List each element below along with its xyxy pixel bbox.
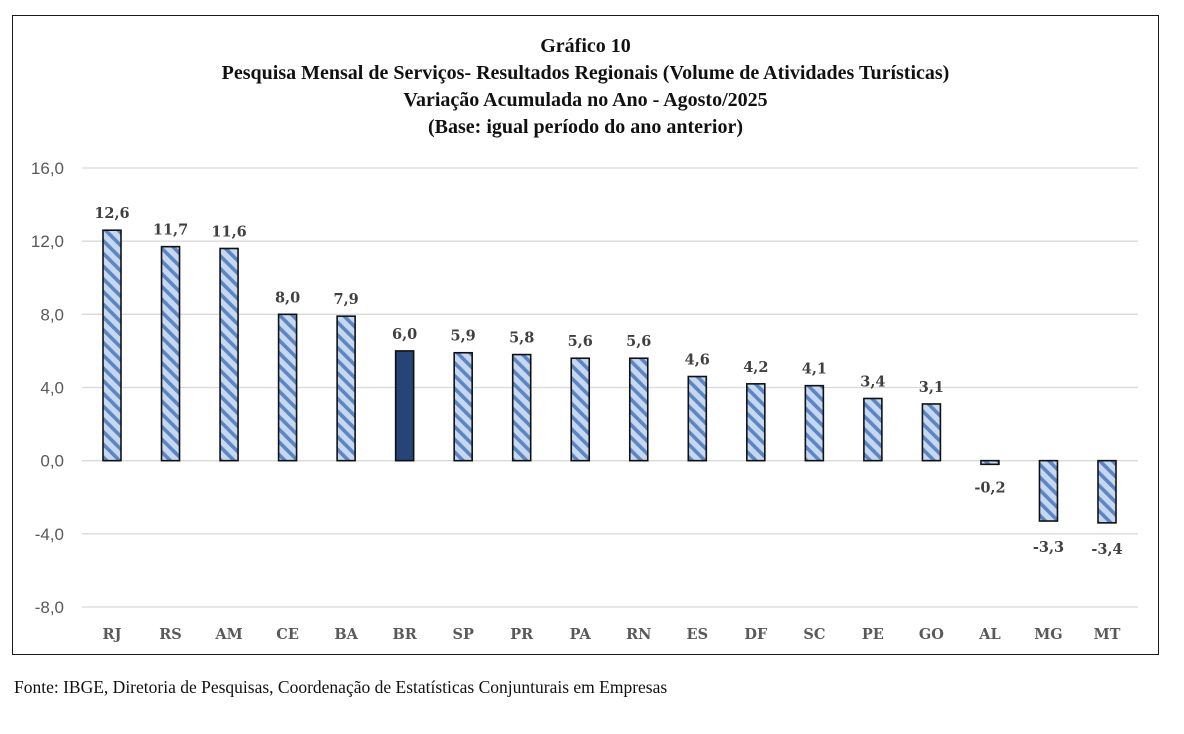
bar-pa bbox=[570, 357, 591, 462]
bar-al bbox=[980, 459, 1000, 466]
bar-es bbox=[687, 375, 708, 462]
value-label-mt: -3,4 bbox=[1091, 541, 1122, 558]
x-tick-label-mt: MT bbox=[1094, 626, 1121, 643]
value-label-sc: 4,1 bbox=[802, 361, 827, 378]
source-note: Fonte: IBGE, Diretoria de Pesquisas, Coo… bbox=[14, 677, 668, 697]
y-tick-label: 8,0 bbox=[40, 305, 64, 324]
chart-subtitle-1: Pesquisa Mensal de Serviços- Resultados … bbox=[221, 62, 950, 84]
chart-subtitle-3: (Base: igual período do ano anterior) bbox=[428, 116, 743, 138]
bar-br bbox=[394, 350, 415, 462]
bar-sc bbox=[804, 384, 825, 462]
bar-rj bbox=[102, 229, 122, 462]
chart-subtitle-2: Variação Acumulada no Ano - Agosto/2025 bbox=[403, 89, 768, 111]
x-tick-label-df: DF bbox=[744, 626, 768, 643]
bar-mg bbox=[1038, 459, 1059, 522]
x-tick-label-sp: SP bbox=[452, 626, 473, 643]
bar-rn bbox=[628, 357, 649, 462]
bar-rs bbox=[160, 245, 181, 462]
y-axis: 16,0 12,0 8,0 4,0 0,0 -4,0 -8,0 bbox=[31, 159, 64, 617]
x-axis: RJ RS AM CE BA BR SP PR PA RN ES DF SC PE GO AL MG MT bbox=[103, 626, 1121, 643]
value-label-br: 6,0 bbox=[392, 326, 417, 343]
chart-title-block: Gráfico 10 Pesquisa Mensal de Serviços- … bbox=[12, 33, 1159, 141]
value-label-es: 4,6 bbox=[685, 352, 710, 369]
value-label-mg: -3,3 bbox=[1033, 539, 1064, 556]
y-tick-label: 12,0 bbox=[31, 232, 64, 251]
x-tick-label-pr: PR bbox=[510, 626, 534, 643]
x-tick-label-ce: CE bbox=[276, 626, 299, 643]
x-tick-label-rn: RN bbox=[626, 626, 651, 643]
bar-go bbox=[921, 403, 942, 462]
x-tick-label-sc: SC bbox=[803, 626, 825, 643]
value-label-ce: 8,0 bbox=[275, 289, 300, 306]
value-label-ba: 7,9 bbox=[334, 291, 359, 308]
x-tick-label-mg: MG bbox=[1034, 626, 1062, 643]
x-tick-label-br: BR bbox=[392, 626, 417, 643]
value-label-al: -0,2 bbox=[974, 480, 1005, 497]
value-label-rn: 5,6 bbox=[626, 333, 651, 350]
x-tick-label-es: ES bbox=[687, 626, 709, 643]
bars bbox=[102, 229, 1117, 524]
x-tick-label-rj: RJ bbox=[103, 626, 122, 643]
x-tick-label-am: AM bbox=[214, 626, 242, 643]
y-tick-label: -8,0 bbox=[35, 598, 64, 617]
y-tick-label: 16,0 bbox=[31, 159, 64, 178]
value-label-go: 3,1 bbox=[919, 379, 944, 396]
bar-mt bbox=[1097, 459, 1117, 524]
x-tick-label-rs: RS bbox=[159, 626, 182, 643]
bar-ce bbox=[277, 313, 298, 462]
value-label-rj: 12,6 bbox=[94, 205, 129, 222]
bar-df bbox=[746, 383, 766, 462]
value-label-pr: 5,8 bbox=[509, 330, 534, 347]
chart-title: Gráfico 10 bbox=[540, 35, 631, 57]
value-label-pe: 3,4 bbox=[860, 373, 885, 390]
value-label-df: 4,2 bbox=[743, 359, 768, 376]
value-label-sp: 5,9 bbox=[451, 328, 476, 345]
chart-frame bbox=[12, 15, 1159, 655]
value-labels: 12,6 11,7 11,6 8,0 7,9 6,0 5,9 5,8 5,6 5,6 4,6 4,2 4… bbox=[94, 205, 1122, 558]
y-tick-label: 4,0 bbox=[40, 379, 64, 398]
value-label-pa: 5,6 bbox=[568, 333, 593, 350]
x-tick-label-pa: PA bbox=[570, 626, 592, 643]
bar-sp bbox=[453, 351, 473, 462]
bar-pe bbox=[863, 397, 883, 462]
x-tick-label-ba: BA bbox=[334, 626, 358, 643]
gridlines bbox=[82, 167, 1138, 608]
x-tick-label-al: AL bbox=[978, 626, 1000, 643]
y-tick-label: -4,0 bbox=[35, 525, 64, 544]
bar-am bbox=[219, 247, 239, 462]
value-label-am: 11,6 bbox=[211, 223, 246, 240]
value-label-rs: 11,7 bbox=[153, 222, 188, 239]
bar-ba bbox=[336, 315, 356, 462]
x-tick-label-pe: PE bbox=[862, 626, 884, 643]
bar-pr bbox=[511, 353, 532, 462]
x-tick-label-go: GO bbox=[919, 626, 944, 643]
y-tick-label: 0,0 bbox=[40, 452, 64, 471]
